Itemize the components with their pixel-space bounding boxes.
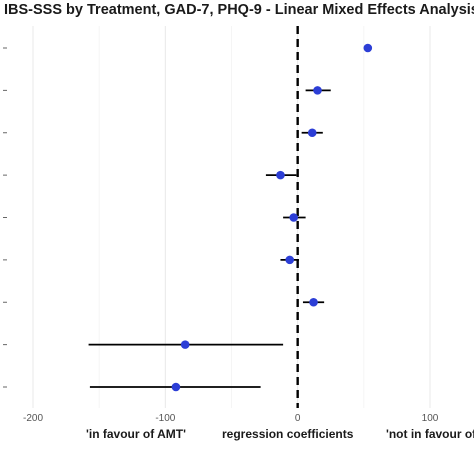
x-axis-title: regression coefficients [222,427,354,441]
x-tick-label: 100 [422,413,439,424]
estimate-point [309,297,318,307]
x-label-left: 'in favour of AMT' [86,427,186,441]
chart-title: IBS-SSS by Treatment, GAD-7, PHQ-9 - Lin… [4,2,474,18]
estimate-point [276,170,285,180]
x-tick-label: -100 [155,413,175,424]
grid-layer [32,26,431,408]
estimate-point [285,255,295,265]
point-layer [171,43,373,392]
estimate-point [289,213,298,222]
x-label-right: 'not in favour of [386,427,474,441]
estimate-point [171,382,181,392]
x-tick-label-layer: -200 -100 0 100 [23,413,439,424]
x-tick-label: 0 [295,413,301,424]
estimate-point [313,86,322,95]
estimate-point [363,43,373,53]
confidence-interval-layer [88,89,331,388]
estimate-point [307,128,317,138]
estimate-point [180,340,190,349]
x-tick-label: -200 [23,413,43,424]
y-tick-layer [3,47,7,388]
